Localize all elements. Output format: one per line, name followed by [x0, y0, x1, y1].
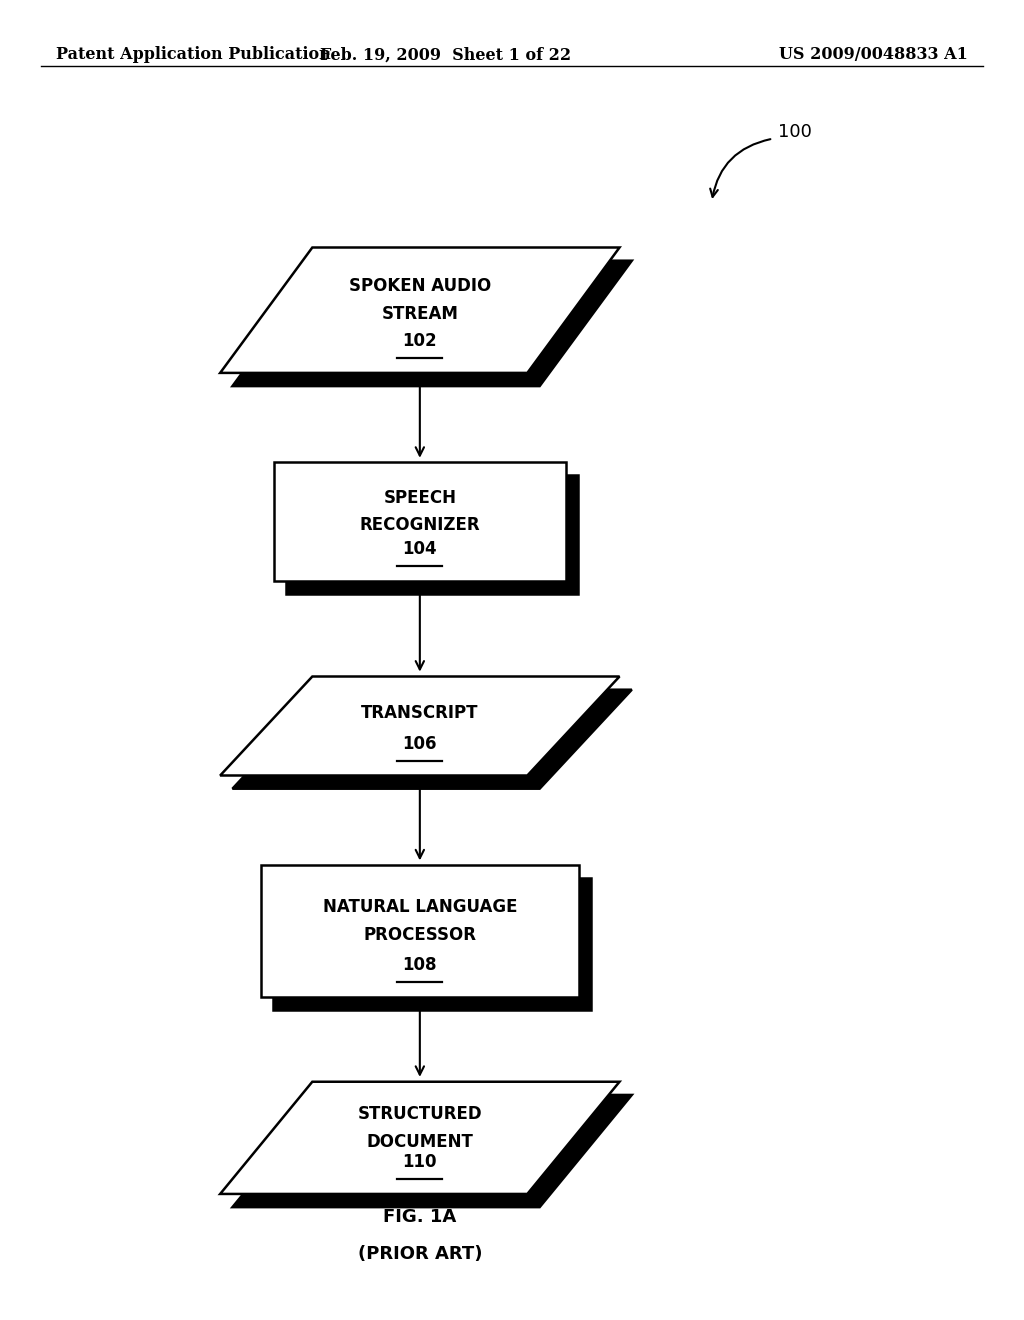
Text: 102: 102 — [402, 333, 437, 350]
Text: 100: 100 — [778, 123, 812, 141]
Text: RECOGNIZER: RECOGNIZER — [359, 516, 480, 535]
Text: Feb. 19, 2009  Sheet 1 of 22: Feb. 19, 2009 Sheet 1 of 22 — [319, 46, 571, 63]
Text: (PRIOR ART): (PRIOR ART) — [357, 1245, 482, 1263]
Polygon shape — [220, 1082, 620, 1193]
Text: 106: 106 — [402, 735, 437, 752]
Text: FIG. 1A: FIG. 1A — [383, 1208, 457, 1226]
Text: STREAM: STREAM — [381, 305, 459, 323]
Text: STRUCTURED: STRUCTURED — [357, 1105, 482, 1123]
Bar — [261, 865, 579, 997]
Text: NATURAL LANGUAGE: NATURAL LANGUAGE — [323, 898, 517, 916]
Polygon shape — [220, 248, 620, 372]
Text: DOCUMENT: DOCUMENT — [367, 1133, 473, 1151]
Text: 108: 108 — [402, 956, 437, 974]
Polygon shape — [232, 689, 632, 788]
Text: SPOKEN AUDIO: SPOKEN AUDIO — [349, 277, 490, 296]
Polygon shape — [220, 676, 620, 776]
FancyArrowPatch shape — [711, 139, 770, 197]
Text: TRANSCRIPT: TRANSCRIPT — [361, 704, 478, 722]
Text: SPEECH: SPEECH — [383, 488, 457, 507]
Bar — [273, 462, 565, 581]
Text: US 2009/0048833 A1: US 2009/0048833 A1 — [779, 46, 968, 63]
Text: 104: 104 — [402, 540, 437, 558]
Bar — [273, 878, 591, 1010]
Text: 110: 110 — [402, 1154, 437, 1171]
Bar — [286, 475, 578, 594]
Text: PROCESSOR: PROCESSOR — [364, 925, 476, 944]
Polygon shape — [232, 261, 632, 385]
Text: Patent Application Publication: Patent Application Publication — [56, 46, 331, 63]
Polygon shape — [232, 1096, 632, 1206]
